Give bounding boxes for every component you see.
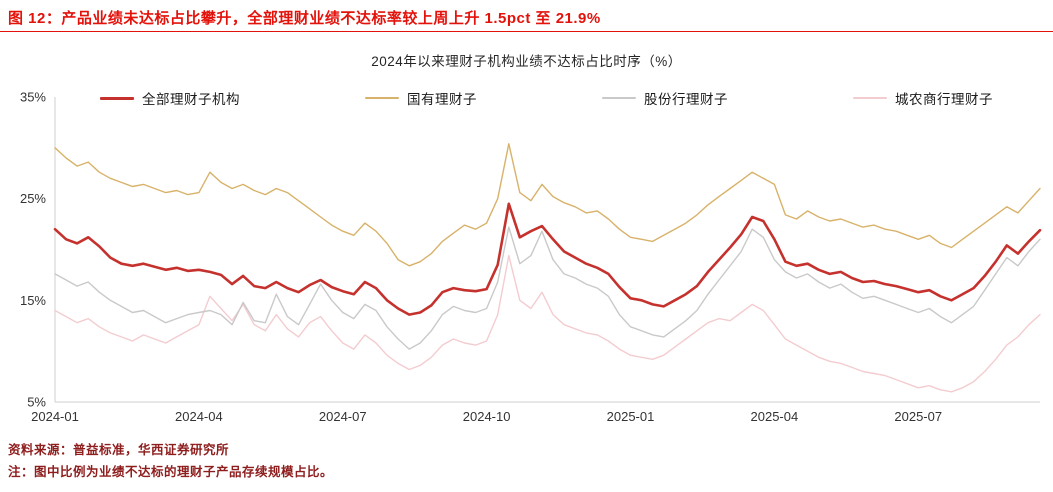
figure-caption: 图 12：产品业绩未达标占比攀升，全部理财业绩不达标率较上周上升 1.5pct … (8, 10, 601, 27)
y-tick-label: 25% (20, 191, 46, 206)
x-tick-label: 2024-01 (31, 409, 79, 424)
series-line-股份行理财子 (54, 226, 1041, 350)
header-divider (0, 31, 1053, 32)
y-tick-label: 15% (20, 293, 46, 308)
series-line-全部理财子机构 (53, 202, 1042, 316)
x-tick-label: 2024-04 (175, 409, 223, 424)
method-note: 注：图中比例为业绩不达标的理财子产品存续规模占比。 (8, 465, 334, 479)
chart-title: 2024年以来理财子机构业绩不达标占比时序（%） (371, 54, 682, 69)
figure-footer: 资料来源：普益标准，华西证券研究所 注：图中比例为业绩不达标的理财子产品存续规模… (8, 439, 333, 483)
x-tick-label: 2024-07 (319, 409, 367, 424)
series-line-城农商行理财子 (54, 254, 1041, 393)
x-tick-label: 2024-10 (463, 409, 511, 424)
x-tick-label: 2025-07 (894, 409, 942, 424)
y-tick-label: 35% (20, 90, 46, 105)
series-line-国有理财子 (54, 143, 1041, 267)
y-tick-label: 5% (27, 395, 46, 410)
x-tick-label: 2025-04 (751, 409, 799, 424)
source-note: 资料来源：普益标准，华西证券研究所 (8, 443, 230, 457)
line-chart: 35% 25% 15% 5%2024-01 2024-04 2024-07 2024-10 2… (20, 90, 1042, 424)
x-tick-label: 2025-01 (607, 409, 655, 424)
